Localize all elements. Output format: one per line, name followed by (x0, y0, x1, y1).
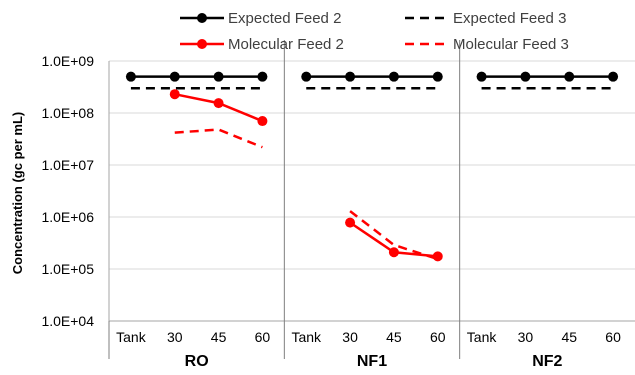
x-tick-label: 30 (342, 329, 358, 345)
data-point (432, 71, 443, 82)
x-group-label: NF2 (532, 353, 562, 370)
data-point (388, 71, 399, 82)
legend-label: Molecular Feed 3 (453, 36, 569, 53)
y-tick-label: 1.0E+07 (41, 157, 94, 173)
series-line (349, 210, 439, 261)
x-tick-label: Tank (291, 329, 322, 345)
series-molecular-feed-3 (174, 128, 439, 261)
legend: Expected Feed 2 Expected Feed 3 Molecular … (180, 10, 569, 53)
data-point (169, 71, 180, 82)
plot-frame (108, 40, 635, 359)
x-tick-label: 45 (211, 329, 227, 345)
legend-marker (197, 39, 207, 49)
legend-item: Molecular Feed 3 (405, 36, 569, 53)
legend-item: Expected Feed 3 (405, 10, 566, 27)
x-group-label: NF1 (357, 353, 387, 370)
series-molecular-feed-2 (169, 89, 443, 262)
data-point (125, 71, 136, 82)
legend-label: Expected Feed 3 (453, 10, 566, 27)
data-point (345, 71, 356, 82)
legend-label: Expected Feed 2 (228, 10, 341, 27)
data-point (257, 116, 268, 127)
y-tick-label: 1.0E+06 (41, 209, 94, 225)
data-point (564, 71, 575, 82)
y-tick-label: 1.0E+08 (41, 105, 94, 121)
data-point (301, 71, 312, 82)
x-axis-groups: RO NF1 NF2 (185, 353, 563, 370)
data-point (257, 71, 268, 82)
series-layer (125, 71, 619, 262)
x-tick-label: 30 (518, 329, 534, 345)
x-axis-ticks: Tank 30 45 60 Tank 30 45 60 Tank 30 45 60 (116, 329, 621, 345)
data-point (432, 251, 443, 262)
x-tick-label: Tank (116, 329, 147, 345)
data-point (213, 98, 224, 109)
y-tick-label: 1.0E+04 (41, 313, 94, 329)
x-tick-label: 60 (605, 329, 621, 345)
legend-marker (197, 13, 207, 23)
legend-label: Molecular Feed 2 (228, 36, 344, 53)
x-group-label: RO (185, 353, 209, 370)
data-point (213, 71, 224, 82)
gridlines (109, 60, 635, 322)
series-line (174, 128, 263, 149)
x-tick-label: Tank (467, 329, 498, 345)
y-tick-label: 1.0E+09 (41, 53, 94, 69)
legend-item: Expected Feed 2 (180, 10, 341, 27)
series-expected-feed-2 (125, 71, 619, 82)
data-point (345, 217, 356, 228)
x-tick-label: 60 (255, 329, 271, 345)
x-tick-label: 60 (430, 329, 446, 345)
data-point (169, 89, 180, 100)
x-tick-label: 30 (167, 329, 183, 345)
data-point (388, 247, 399, 258)
x-tick-label: 45 (561, 329, 577, 345)
y-axis-title: Concentration (gc per mL) (10, 112, 25, 275)
x-tick-label: 45 (386, 329, 402, 345)
y-axis-ticks: 1.0E+04 1.0E+05 1.0E+06 1.0E+07 1.0E+08 1.0E+… (41, 53, 94, 329)
data-point (476, 71, 487, 82)
y-tick-label: 1.0E+05 (41, 261, 94, 277)
legend-item: Molecular Feed 2 (180, 36, 344, 53)
data-point (608, 71, 619, 82)
data-point (520, 71, 531, 82)
